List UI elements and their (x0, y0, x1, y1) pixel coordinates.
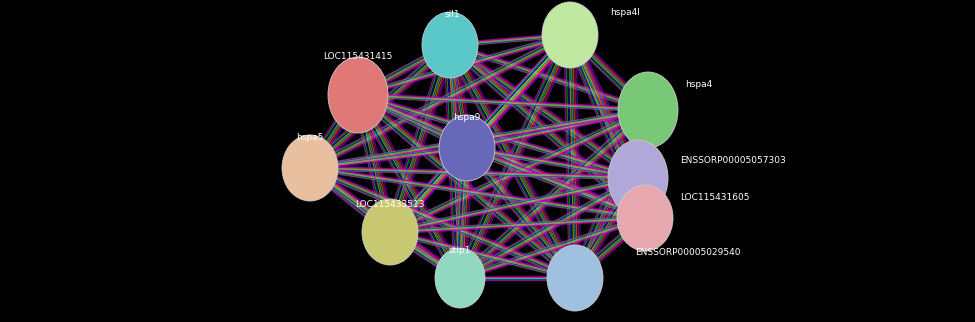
Text: LOC115431415: LOC115431415 (324, 52, 393, 61)
Ellipse shape (617, 185, 673, 251)
Text: hspa4l: hspa4l (610, 8, 640, 17)
Text: ENSSORP00005057303: ENSSORP00005057303 (680, 156, 786, 165)
Ellipse shape (618, 72, 678, 148)
Ellipse shape (542, 2, 598, 68)
Text: hspa9: hspa9 (453, 113, 481, 122)
Ellipse shape (362, 199, 418, 265)
Ellipse shape (422, 12, 478, 78)
Ellipse shape (547, 245, 603, 311)
Text: ENSSORP00005029540: ENSSORP00005029540 (635, 248, 740, 257)
Text: stip1: stip1 (448, 246, 471, 255)
Ellipse shape (439, 115, 495, 181)
Ellipse shape (282, 135, 338, 201)
Ellipse shape (435, 248, 485, 308)
Text: sil1: sil1 (445, 10, 460, 19)
Text: LOC115433513: LOC115433513 (355, 200, 425, 209)
Text: hspa5: hspa5 (296, 133, 324, 142)
Text: LOC115431605: LOC115431605 (680, 193, 750, 202)
Text: hspa4: hspa4 (685, 80, 713, 89)
Ellipse shape (328, 57, 388, 133)
Ellipse shape (608, 140, 668, 216)
